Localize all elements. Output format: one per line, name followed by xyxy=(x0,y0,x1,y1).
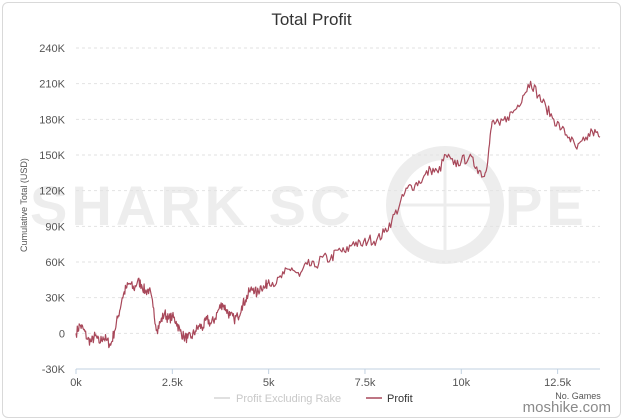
y-tick-label: 0 xyxy=(59,328,65,340)
x-axis-ticks: 0k 2.5k 5k 7.5k 10k 12.5k xyxy=(70,369,572,389)
y-tick-label: 90K xyxy=(45,221,65,233)
chart-title: Total Profit xyxy=(271,10,352,29)
y-tick-label: 30K xyxy=(45,293,65,305)
legend-label-profit-excluding-rake[interactable]: Profit Excluding Rake xyxy=(236,393,341,405)
watermark-text-right: PE xyxy=(505,174,588,237)
series-profit-line[interactable] xyxy=(75,80,601,349)
y-tick-label: 60K xyxy=(45,257,65,269)
y-tick-label: 240K xyxy=(39,43,65,55)
x-tick-label: 10k xyxy=(452,377,470,389)
site-watermark: moshike.com xyxy=(522,399,611,416)
y-tick-label: 180K xyxy=(39,114,65,126)
legend[interactable]: Profit Excluding Rake Profit xyxy=(214,393,413,405)
y-tick-label: 120K xyxy=(39,186,65,198)
y-tick-label: 150K xyxy=(39,150,65,162)
y-axis-title: Cumulative Total (USD) xyxy=(19,158,29,252)
x-tick-label: 5k xyxy=(263,377,275,389)
legend-label-profit[interactable]: Profit xyxy=(387,393,413,405)
watermark-text-left: SHARK SC xyxy=(30,174,354,237)
y-axis-ticks: -30K 0 30K 60K 90K 120K 150K 180K 210K 240K xyxy=(39,43,65,376)
x-tick-label: 7.5k xyxy=(355,377,376,389)
shark-scope-watermark: SHARK SC PE xyxy=(30,146,588,264)
x-tick-label: 12.5k xyxy=(544,377,571,389)
y-tick-label: -30K xyxy=(42,364,66,376)
x-axis-title: No. Games xyxy=(555,391,601,401)
y-tick-label: 210K xyxy=(39,79,65,91)
x-tick-label: 0k xyxy=(70,377,82,389)
x-tick-label: 2.5k xyxy=(162,377,183,389)
